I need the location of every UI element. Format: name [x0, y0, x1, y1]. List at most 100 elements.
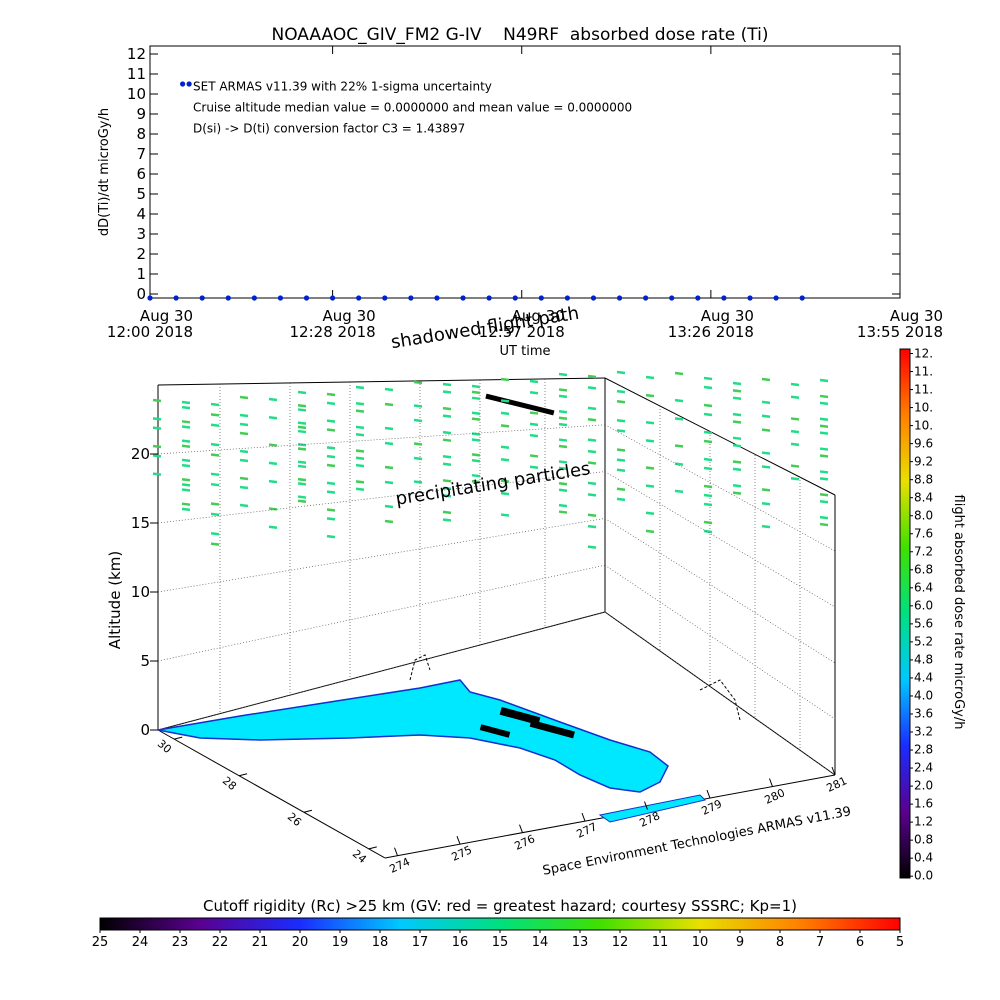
particle-dash	[442, 430, 452, 435]
z-tick-label: 20	[130, 445, 150, 463]
particle-dash	[587, 513, 597, 517]
data-point	[460, 295, 466, 301]
particle-dash	[355, 463, 365, 468]
particle-dash	[761, 377, 771, 382]
particle-dash	[790, 442, 800, 447]
particle-dash	[442, 479, 452, 483]
particle-dash	[703, 412, 713, 417]
particle-dash	[413, 404, 423, 408]
landmass	[157, 679, 669, 793]
particle-dash	[674, 398, 684, 403]
z-grid-line	[604, 564, 836, 720]
particle-dash	[210, 472, 220, 477]
particle-dash	[616, 429, 626, 433]
colorbar-tick-label: 25	[91, 935, 109, 950]
particle-dash	[181, 477, 191, 482]
data-point	[330, 295, 336, 301]
colorbar-tick-label: 12.	[914, 346, 934, 360]
particle-dash	[471, 438, 481, 442]
colorbar-tick-label: 0.0	[914, 868, 934, 883]
particle-dash	[326, 508, 336, 512]
particle-dash	[674, 489, 684, 494]
data-point	[186, 81, 192, 87]
particle-dash	[790, 417, 800, 421]
particle-dash	[819, 424, 829, 428]
particle-dash	[761, 488, 771, 492]
particle-dash	[471, 479, 481, 484]
particle-dash	[442, 486, 452, 491]
colorbar-tick-label: 0.8	[914, 832, 934, 847]
particle-dash	[239, 395, 249, 400]
data-point	[173, 295, 179, 301]
colorbar-tick-label: 6	[855, 935, 865, 950]
particle-dash	[558, 482, 568, 486]
colorbar-tick-label: 16	[451, 935, 469, 950]
data-point	[695, 295, 701, 301]
x-tick-label: Aug 30 13:26 2018	[667, 307, 754, 341]
colorbar-tick-label: 7.6	[914, 526, 934, 541]
particle-dash	[384, 387, 394, 392]
z-tick-label: 15	[130, 514, 150, 532]
colorbar-tick-label: 2.8	[914, 742, 934, 757]
particle-dash	[210, 542, 220, 546]
particle-dash	[761, 414, 771, 419]
particle-dash	[761, 428, 771, 432]
particle-dash	[384, 465, 394, 470]
particle-dash	[616, 458, 626, 462]
z-grid-line	[157, 611, 606, 731]
colorbar-label: flight absorbed dose rate microGy/h	[951, 494, 966, 730]
lon-tick	[706, 789, 711, 799]
particles	[152, 370, 829, 549]
lon-tick	[394, 847, 398, 856]
particle-dash	[268, 507, 278, 511]
particle-dash	[442, 510, 452, 515]
particle-dash	[442, 390, 452, 394]
particle-dash	[529, 391, 539, 395]
particle-dash	[761, 451, 771, 455]
particle-dash	[210, 482, 220, 487]
particle-dash	[413, 480, 423, 484]
particle-dash	[471, 473, 481, 478]
particle-dash	[297, 499, 307, 504]
colorbar-tick-label: 9.6	[914, 436, 934, 451]
particle-dash	[181, 405, 191, 410]
particle-dash	[703, 502, 713, 507]
particle-dash	[616, 419, 626, 423]
x-axis-label: UT time	[499, 344, 551, 359]
z-axis-label: Altitude (km)	[106, 550, 124, 650]
particle-dash	[384, 426, 394, 431]
z-grid-line	[604, 518, 836, 664]
particle-dash	[587, 406, 597, 411]
y-tick-label: 10	[126, 85, 146, 103]
particle-dash	[587, 481, 597, 486]
particle-dash	[558, 422, 568, 427]
particle-dash	[819, 394, 829, 399]
flight-shadow	[479, 393, 575, 739]
z-grid-line	[157, 518, 606, 593]
particle-dash	[819, 522, 829, 527]
particle-dash	[239, 476, 249, 481]
data-point	[512, 295, 518, 301]
particle-dash	[297, 447, 307, 451]
particle-dash	[355, 402, 365, 406]
particle-dash	[355, 456, 365, 461]
colorbar-tick-label: 4.4	[914, 670, 934, 685]
particle-dash	[326, 517, 336, 521]
data-point	[564, 295, 570, 301]
particle-dash	[152, 444, 162, 449]
particle-dash	[355, 449, 365, 453]
particle-dash	[268, 479, 278, 484]
y-tick-label: 4	[136, 205, 146, 223]
particle-dash	[703, 457, 713, 462]
x-tick-label: Aug 30 12:00 2018	[106, 307, 194, 341]
colorbar-tick-label: 1.6	[914, 796, 934, 811]
particle-dash	[500, 377, 510, 382]
particle-dash	[645, 439, 655, 443]
particle-dash	[268, 397, 278, 402]
plot-frame	[149, 45, 901, 299]
particle-dash	[558, 488, 568, 492]
data-point	[799, 295, 805, 301]
particle-dash	[326, 490, 336, 494]
particle-dash	[413, 380, 423, 385]
